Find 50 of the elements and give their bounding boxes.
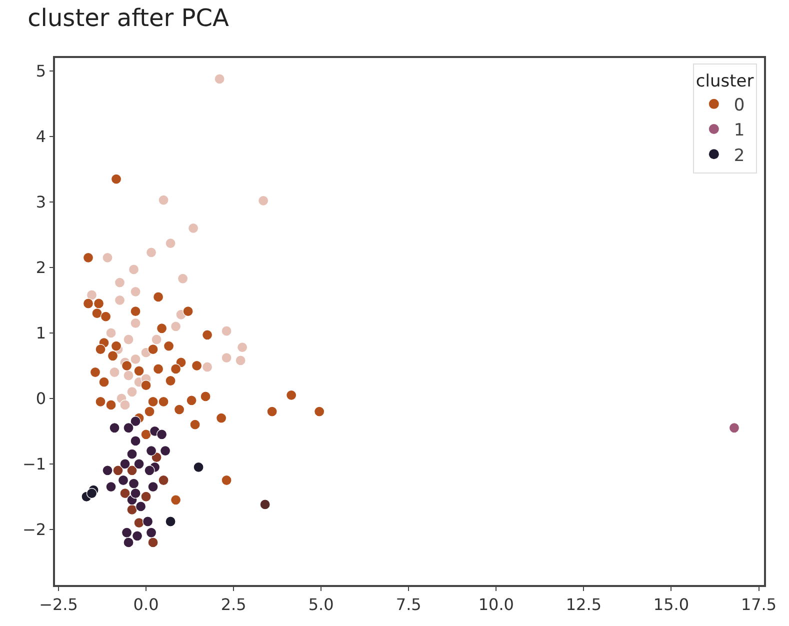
y-tick-label: −2 <box>22 520 46 539</box>
point <box>121 527 132 538</box>
point <box>130 488 141 499</box>
point <box>165 516 176 527</box>
point <box>728 422 740 434</box>
point <box>148 482 158 492</box>
point <box>142 516 154 527</box>
point <box>86 488 98 499</box>
point <box>135 501 146 512</box>
x-tick-label: −2.5 <box>39 594 78 614</box>
point <box>128 478 140 489</box>
point <box>193 462 204 472</box>
x-tick-label: 2.5 <box>220 594 246 614</box>
point <box>126 448 138 460</box>
point <box>260 499 270 510</box>
legend-label: 0 <box>734 96 745 116</box>
chart-title: cluster after PCA <box>28 4 230 32</box>
y-tick-label: 0 <box>36 389 46 408</box>
x-tick-label: 0.0 <box>133 594 159 614</box>
x-tick-label: 10.0 <box>478 594 514 614</box>
point <box>120 458 130 470</box>
legend-label: 2 <box>734 146 745 166</box>
point <box>134 458 144 470</box>
point <box>109 422 120 434</box>
point <box>146 446 157 456</box>
x-tick-label: 12.5 <box>566 594 602 614</box>
x-tick-label: 15.0 <box>653 594 690 614</box>
point <box>130 436 141 446</box>
x-tick-label: 7.5 <box>396 594 422 614</box>
y-tick-label: 5 <box>36 62 46 81</box>
y-tick-label: 4 <box>36 127 46 146</box>
x-tick-label: 17.5 <box>740 594 777 614</box>
point <box>130 416 141 427</box>
y-tick-label: 3 <box>36 192 46 212</box>
point <box>118 474 129 486</box>
point <box>123 422 134 434</box>
y-tick-label: 1 <box>36 324 46 343</box>
point <box>144 465 155 476</box>
y-tick-label: 2 <box>36 258 46 278</box>
point <box>132 530 143 542</box>
point <box>102 465 113 476</box>
point <box>156 429 168 440</box>
y-tick-label: −1 <box>22 454 46 474</box>
point <box>160 446 171 456</box>
point <box>146 527 157 538</box>
point <box>106 482 116 492</box>
legend-title: cluster <box>696 71 754 92</box>
point <box>123 537 134 548</box>
x-tick-label: 5.0 <box>308 594 334 614</box>
legend-label: 1 <box>734 120 745 141</box>
